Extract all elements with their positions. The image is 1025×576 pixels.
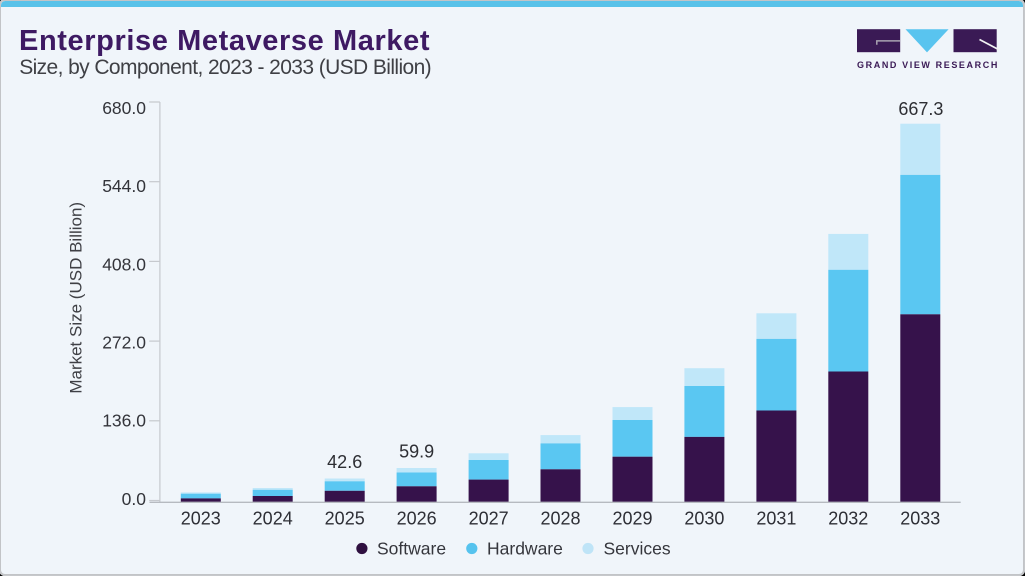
svg-text:680.0: 680.0: [102, 98, 146, 118]
svg-text:Software: Software: [377, 539, 446, 559]
svg-text:0.0: 0.0: [122, 489, 147, 509]
svg-text:42.6: 42.6: [327, 452, 362, 472]
svg-text:2026: 2026: [397, 508, 437, 528]
svg-text:2029: 2029: [612, 508, 652, 528]
svg-text:136.0: 136.0: [102, 411, 146, 431]
svg-text:2028: 2028: [540, 508, 580, 528]
svg-text:272.0: 272.0: [102, 333, 146, 353]
svg-text:59.9: 59.9: [399, 441, 434, 461]
svg-text:2033: 2033: [900, 508, 940, 528]
svg-text:2023: 2023: [181, 508, 221, 528]
svg-text:667.3: 667.3: [898, 99, 943, 119]
svg-text:544.0: 544.0: [102, 176, 146, 196]
svg-text:2027: 2027: [469, 508, 509, 528]
svg-text:2024: 2024: [253, 508, 293, 528]
svg-text:408.0: 408.0: [102, 254, 146, 274]
svg-text:2025: 2025: [325, 508, 365, 528]
svg-text:2031: 2031: [756, 508, 796, 528]
svg-text:Market Size (USD Billion): Market Size (USD Billion): [67, 202, 86, 394]
svg-text:2030: 2030: [684, 508, 724, 528]
svg-text:2032: 2032: [828, 508, 868, 528]
svg-text:Hardware: Hardware: [487, 539, 563, 559]
svg-text:Services: Services: [604, 539, 671, 559]
